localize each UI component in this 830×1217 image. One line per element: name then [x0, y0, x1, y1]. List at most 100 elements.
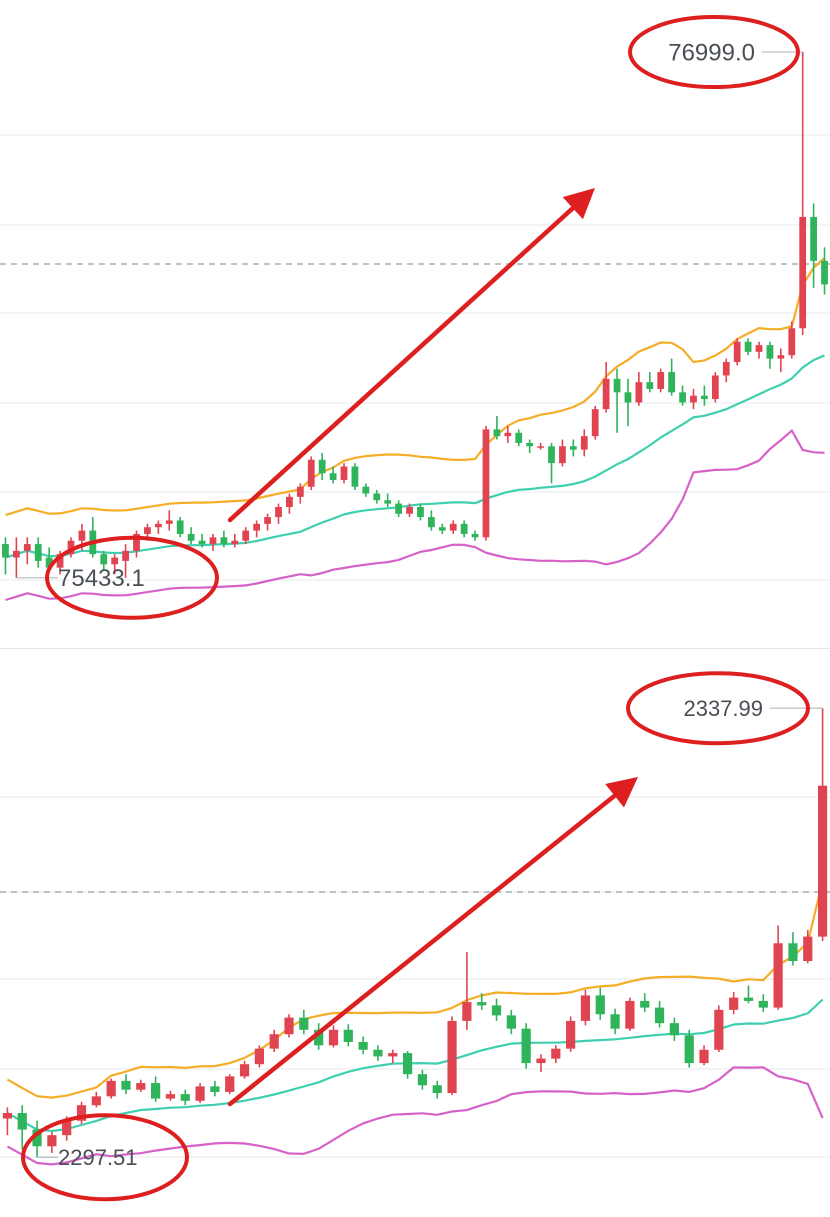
candle [640, 993, 650, 1013]
candle-body [121, 1080, 131, 1090]
candle [121, 1074, 131, 1095]
lower-band-line [5, 428, 825, 602]
candle [679, 385, 686, 406]
lower-band-line [6, 1066, 824, 1166]
candle-body [358, 1041, 368, 1050]
middle-band-line [6, 998, 824, 1133]
candle-body [654, 1007, 665, 1024]
candle [343, 1024, 353, 1047]
candle [210, 1080, 220, 1097]
candle-body [773, 943, 783, 1008]
candle [744, 338, 752, 356]
candle-body [180, 1094, 190, 1101]
candle-body [504, 432, 512, 437]
candle-body [810, 216, 818, 261]
candle-body [395, 503, 403, 514]
btc-chart-panel: 76999.0 75433.1 [0, 15, 830, 620]
candle [417, 1069, 428, 1090]
candle [773, 925, 783, 1010]
candle-body [351, 466, 359, 487]
candle [438, 523, 446, 534]
candle [646, 372, 654, 393]
candle-body [122, 550, 129, 561]
candle-body [447, 1020, 457, 1094]
candle [788, 321, 796, 359]
candle [402, 1050, 413, 1079]
candle [521, 1023, 531, 1069]
candle-body [482, 429, 490, 538]
candle-body [438, 527, 446, 531]
candle-body [640, 1000, 650, 1008]
candle [296, 483, 304, 504]
candle [595, 987, 605, 1020]
candle [699, 1045, 709, 1066]
candle [777, 348, 785, 373]
candle [491, 998, 502, 1021]
candle-body [758, 1000, 768, 1008]
candle-body [165, 1094, 176, 1099]
candle-body [328, 1029, 339, 1046]
candle [610, 1008, 620, 1035]
candle-body [275, 506, 282, 518]
low-highlight-ellipse [21, 1113, 189, 1202]
candle [314, 1023, 324, 1050]
trend-arrow-line [227, 793, 617, 1107]
candle [559, 439, 566, 467]
candle [669, 1017, 679, 1041]
candle-body [613, 378, 621, 393]
candle [711, 372, 719, 403]
candle [743, 985, 754, 1004]
candle [722, 358, 730, 383]
candle-body [821, 260, 828, 285]
candle [154, 520, 162, 534]
candle [133, 530, 140, 558]
candle [821, 247, 828, 295]
candle-body [449, 523, 457, 531]
candle [111, 554, 119, 575]
candle [602, 361, 610, 413]
candle [32, 1120, 42, 1158]
candle-body [34, 544, 42, 561]
candle [373, 490, 381, 504]
candle-body [220, 537, 228, 545]
candle-body [286, 496, 293, 507]
candle [613, 368, 621, 433]
candle [106, 1078, 116, 1099]
trend-arrow-line [227, 205, 576, 523]
candle [358, 1036, 368, 1055]
candle [176, 517, 184, 538]
candles [2, 708, 828, 1158]
candle-body [154, 523, 162, 528]
candle-body [701, 395, 708, 400]
candle-body [536, 1058, 546, 1064]
btc-candlestick-chart: 76999.0 75433.1 [0, 15, 830, 620]
candle [427, 510, 435, 531]
candle-body [296, 486, 304, 497]
candle-body [144, 527, 151, 534]
candle-body [669, 1023, 679, 1036]
candle [668, 358, 676, 396]
candle [462, 952, 472, 1030]
candle-body [45, 557, 53, 568]
candle [17, 1105, 27, 1150]
candle-body [32, 1129, 42, 1147]
candle-body [551, 1048, 561, 1059]
candle [151, 1076, 161, 1102]
candle [591, 405, 599, 440]
candle [701, 385, 708, 406]
candle-body [314, 1029, 324, 1046]
candle [758, 994, 768, 1013]
candle-body [515, 432, 523, 443]
candle [2, 1107, 13, 1136]
candle-body [462, 1002, 472, 1021]
candle [537, 442, 544, 450]
candle [307, 456, 315, 491]
grid [0, 796, 830, 1158]
candle [136, 1079, 146, 1092]
candle-body [699, 1049, 709, 1064]
candle [733, 338, 741, 366]
candle-body [176, 520, 184, 534]
candle [548, 442, 555, 484]
candle-body [47, 1135, 57, 1147]
candle [242, 527, 250, 545]
